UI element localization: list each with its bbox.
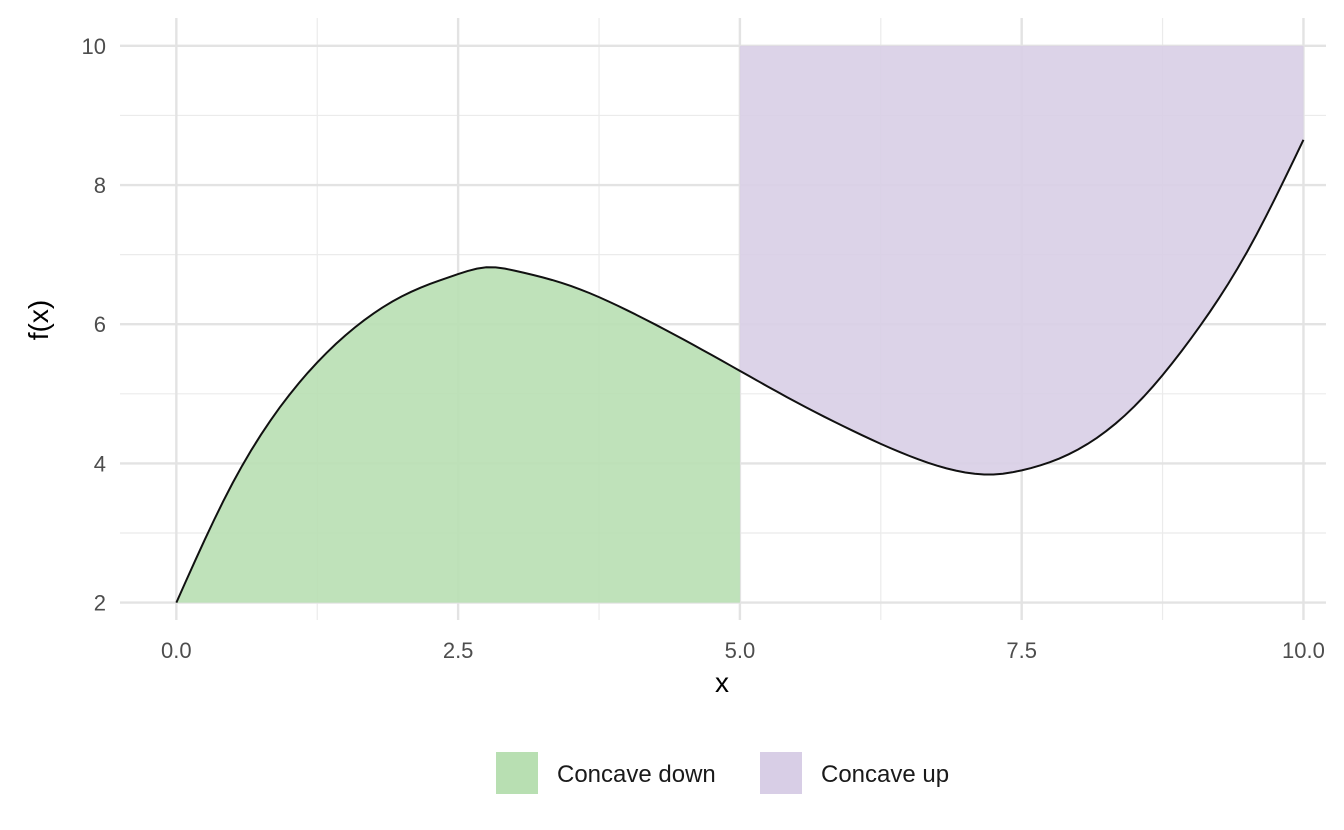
x-tick-label: 5.0 (725, 638, 756, 663)
y-tick-label: 6 (94, 312, 106, 337)
legend-swatch-concave-down (496, 752, 538, 794)
x-tick-label: 2.5 (443, 638, 474, 663)
region-concave-down (176, 267, 740, 603)
x-tick-label: 0.0 (161, 638, 192, 663)
legend-label-concave-down: Concave down (557, 761, 716, 788)
y-tick-label: 4 (94, 451, 106, 476)
curve-layer (175, 139, 1305, 604)
x-axis-title: x (715, 667, 729, 698)
legend-label-concave-up: Concave up (821, 761, 949, 788)
legend-swatch-concave-up (760, 752, 802, 794)
shaded-regions (176, 45, 1304, 603)
x-axis-tick-labels: 0.0 2.5 5.0 7.5 10.0 (161, 638, 1325, 663)
y-tick-label: 10 (82, 34, 106, 59)
function-curve (175, 139, 1305, 604)
x-tick-label: 10.0 (1282, 638, 1325, 663)
y-axis-tick-labels: 2 4 6 8 10 (82, 34, 106, 616)
legend: Concave down Concave up (496, 752, 949, 794)
region-concave-up (739, 45, 1304, 475)
x-tick-label: 7.5 (1006, 638, 1037, 663)
y-tick-label: 8 (94, 173, 106, 198)
y-tick-label: 2 (94, 591, 106, 616)
y-axis-title: f(x) (23, 300, 54, 340)
